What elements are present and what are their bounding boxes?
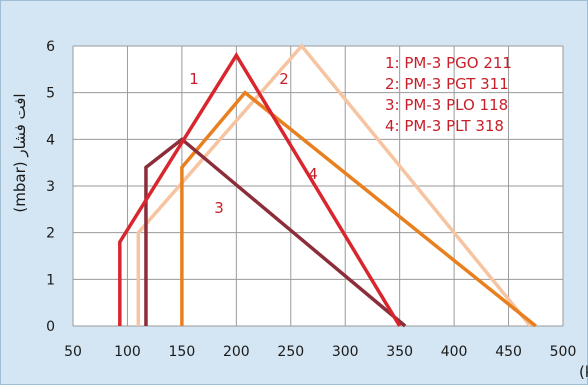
x-tick-label: 300 [332, 344, 359, 360]
legend-entry: 2: PM-3 PGT 311 [385, 75, 509, 93]
legend-entry: 1: PM-3 PGO 211 [385, 54, 512, 72]
series-label-3: 3 [214, 199, 224, 217]
y-tick-label: 3 [46, 179, 55, 195]
x-tick-label: 200 [223, 344, 250, 360]
x-tick-label: 50 [64, 344, 82, 360]
y-tick-label: 0 [46, 319, 55, 335]
legend: 1: PM-3 PGO 211 2: PM-3 PGT 311 3: PM-3 PL… [385, 54, 512, 135]
legend-entry: 3: PM-3 PLO 118 [385, 96, 508, 114]
series-labels: 1 2 3 4 [189, 70, 318, 217]
x-axis-title: ظرفیت (kW) [579, 363, 588, 381]
x-tick-label: 350 [386, 344, 413, 360]
series-label-2: 2 [279, 70, 289, 88]
x-tick-label: 450 [495, 344, 522, 360]
x-tick-label: 400 [441, 344, 468, 360]
y-tick-label: 5 [46, 86, 55, 102]
y-axis-title: افت فشار (mbar) [11, 93, 29, 212]
series-line-4 [180, 90, 537, 328]
x-tick-label: 250 [277, 344, 304, 360]
y-tick-label: 4 [46, 132, 55, 148]
y-axis-ticks: 0 1 2 3 4 5 6 [46, 39, 55, 335]
series-line-2 [136, 43, 532, 328]
legend-entry: 4: PM-3 PLT 318 [385, 117, 504, 135]
y-tick-label: 6 [46, 39, 55, 55]
series-line-3 [144, 137, 407, 328]
series-lines [118, 43, 537, 328]
x-tick-label: 500 [550, 344, 577, 360]
x-tick-label: 150 [169, 344, 196, 360]
series-line-1 [118, 51, 402, 327]
x-axis-ticks: 50 100 150 200 250 300 350 400 450 500 [64, 344, 576, 360]
series-label-1: 1 [189, 70, 199, 88]
series-label-4: 4 [308, 165, 318, 183]
y-tick-label: 1 [46, 272, 55, 288]
y-tick-label: 2 [46, 226, 55, 242]
x-tick-label: 100 [114, 344, 141, 360]
